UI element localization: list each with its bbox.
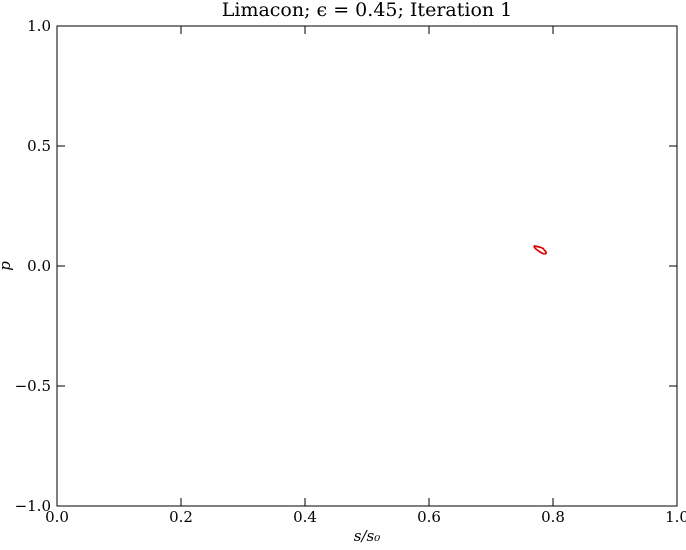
y-tick-label: 0.0 [27, 257, 51, 275]
data-point [544, 250, 547, 253]
data-point [537, 249, 540, 252]
data-point [542, 252, 544, 255]
x-tick-label: 1.0 [665, 508, 686, 526]
plot-frame [56, 25, 678, 507]
data-point [539, 251, 542, 254]
data-point [541, 247, 544, 250]
x-tick-label: 0.4 [293, 508, 317, 526]
y-tick-label: 0.5 [27, 137, 51, 155]
x-axis-label: s/s₀ [354, 527, 380, 545]
x-tick-label: 0.0 [45, 508, 69, 526]
data-point [534, 247, 537, 250]
data-layer [533, 245, 548, 255]
y-tick-label: −0.5 [15, 377, 51, 395]
data-point [544, 252, 547, 255]
data-point [535, 245, 538, 248]
y-tick-label: 1.0 [27, 17, 51, 35]
tick-layer: 0.0 0.2 0.4 0.6 0.8 1.0 −1.0 −0.5 0.0 0.5 1.0 [15, 17, 686, 526]
y-axis-label: p [0, 261, 14, 271]
x-tick-label: 0.6 [417, 508, 441, 526]
x-tick-label: 0.2 [169, 508, 193, 526]
data-point [533, 245, 536, 247]
chart-title: Limacon; ϵ = 0.45; Iteration 1 [222, 0, 513, 21]
data-point [539, 246, 541, 249]
x-tick-label: 0.8 [541, 508, 565, 526]
y-tick-label: −1.0 [15, 497, 51, 515]
